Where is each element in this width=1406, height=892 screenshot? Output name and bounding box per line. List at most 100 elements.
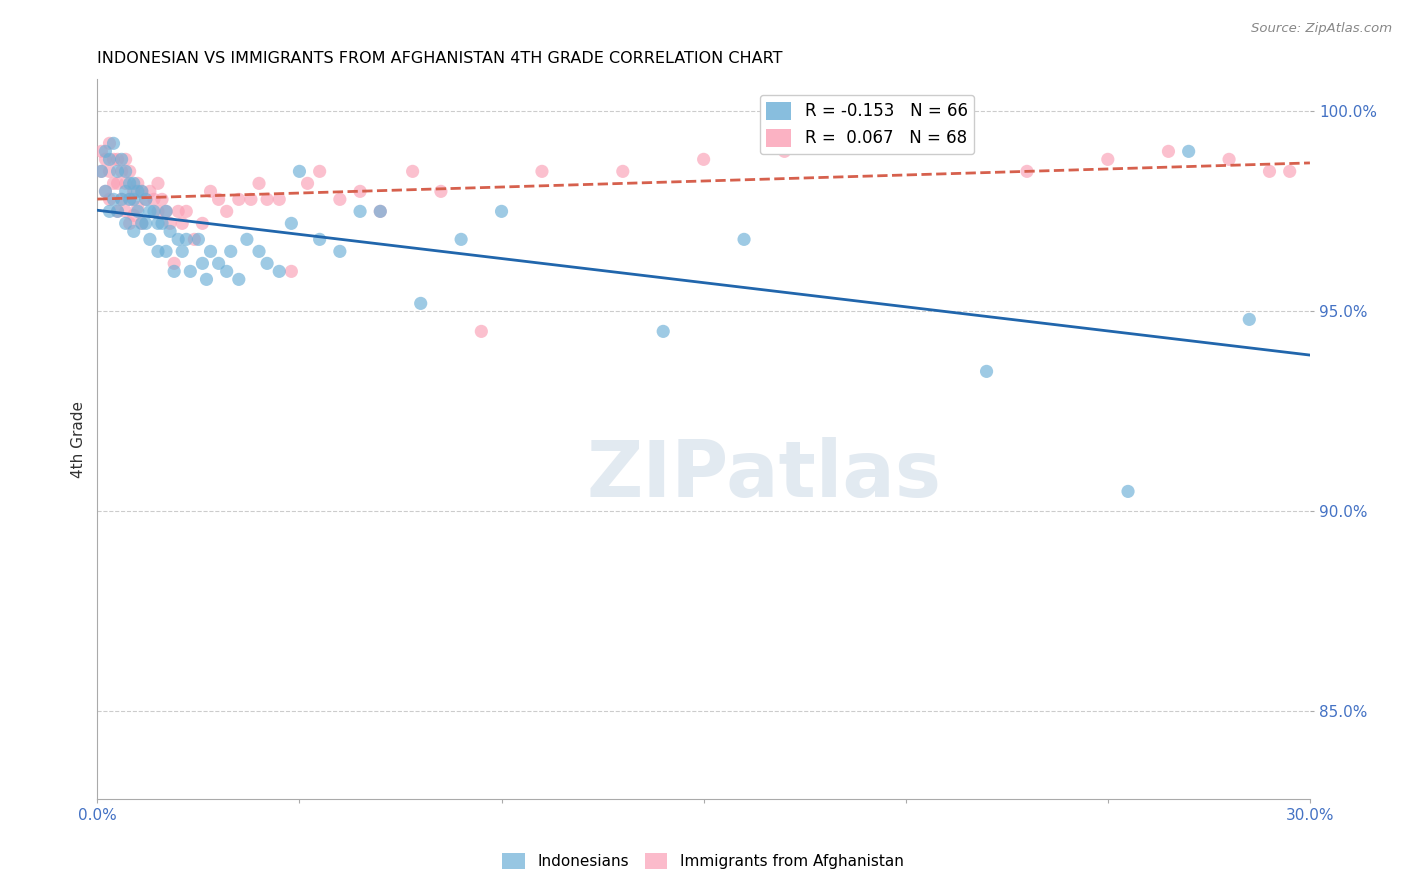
Point (349, 185, 371, 199)
Point (195, 272, 218, 286)
Point (349, 204, 371, 219)
Point (652, 325, 675, 339)
Point (530, 164, 553, 178)
Point (329, 244, 352, 259)
Point (1015, 164, 1038, 178)
Point (122, 224, 145, 238)
Point (308, 232, 330, 246)
Point (98, 153, 121, 167)
Point (98, 204, 121, 219)
Point (256, 256, 278, 270)
Point (90, 164, 112, 178)
Point (228, 193, 250, 207)
Point (155, 204, 177, 219)
Point (167, 204, 190, 219)
Point (94, 185, 117, 199)
Point (122, 208, 145, 222)
Point (401, 164, 423, 178)
Point (118, 193, 141, 207)
Point (172, 216, 194, 230)
Point (692, 153, 714, 167)
Point (103, 153, 125, 167)
Text: Source: ZipAtlas.com: Source: ZipAtlas.com (1251, 22, 1392, 36)
Y-axis label: 4th Grade: 4th Grade (72, 401, 86, 478)
Legend: R = -0.153   N = 66, R =  0.067   N = 68: R = -0.153 N = 66, R = 0.067 N = 68 (759, 95, 974, 154)
Point (127, 177, 149, 191)
Point (174, 204, 197, 219)
Point (98, 193, 121, 207)
Point (135, 216, 157, 230)
Point (470, 325, 492, 339)
Point (131, 185, 153, 199)
Point (733, 232, 755, 246)
Point (1116, 484, 1139, 499)
Point (94, 153, 117, 167)
Point (107, 153, 129, 167)
Point (200, 185, 222, 199)
Point (174, 232, 197, 246)
Point (142, 193, 165, 207)
Point (114, 164, 136, 178)
Point (773, 145, 796, 159)
Point (150, 216, 173, 230)
Point (280, 216, 302, 230)
Point (110, 164, 132, 178)
Point (127, 185, 149, 199)
Point (236, 232, 259, 246)
Point (103, 177, 125, 191)
Point (280, 264, 302, 278)
Point (122, 185, 145, 199)
Point (114, 216, 136, 230)
Point (135, 193, 157, 207)
Point (103, 136, 125, 151)
Point (239, 193, 262, 207)
Point (1218, 153, 1240, 167)
Point (150, 193, 173, 207)
Point (207, 193, 229, 207)
Point (1097, 153, 1119, 167)
Point (163, 264, 186, 278)
Point (114, 153, 136, 167)
Point (155, 244, 177, 259)
Point (142, 204, 165, 219)
Point (172, 244, 194, 259)
Point (1258, 164, 1281, 178)
Point (146, 216, 169, 230)
Point (612, 164, 634, 178)
Point (127, 200, 149, 214)
Point (228, 272, 250, 286)
Point (139, 185, 162, 199)
Point (187, 232, 209, 246)
Point (94, 185, 117, 199)
Point (110, 193, 132, 207)
Point (110, 193, 132, 207)
Point (146, 244, 169, 259)
Point (368, 204, 391, 219)
Point (207, 256, 229, 270)
Point (1157, 145, 1180, 159)
Point (118, 193, 141, 207)
Point (1278, 164, 1301, 178)
Point (308, 164, 330, 178)
Point (191, 256, 214, 270)
Point (215, 264, 238, 278)
Point (219, 244, 242, 259)
Point (114, 204, 136, 219)
Point (409, 296, 432, 310)
Point (114, 185, 136, 199)
Point (122, 177, 145, 191)
Point (179, 264, 201, 278)
Text: INDONESIAN VS IMMIGRANTS FROM AFGHANISTAN 4TH GRADE CORRELATION CHART: INDONESIAN VS IMMIGRANTS FROM AFGHANISTA… (97, 51, 783, 66)
Point (98, 164, 121, 178)
Point (491, 204, 513, 219)
Point (107, 177, 129, 191)
Point (329, 193, 352, 207)
Point (269, 193, 291, 207)
Point (1239, 312, 1261, 326)
Point (297, 177, 319, 191)
Point (118, 216, 141, 230)
Point (146, 177, 169, 191)
Point (131, 216, 153, 230)
Point (430, 185, 453, 199)
Point (94, 145, 117, 159)
